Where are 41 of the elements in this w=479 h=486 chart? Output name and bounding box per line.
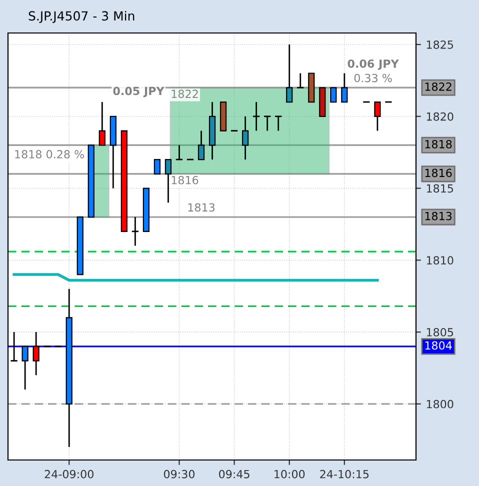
annotation: 1813 xyxy=(188,203,215,212)
candlestick xyxy=(263,116,272,132)
x-tick-label: 24-09:00 xyxy=(44,470,94,478)
candlestick xyxy=(22,346,28,390)
candlestick xyxy=(242,116,249,160)
candlestick xyxy=(341,72,348,103)
candlestick xyxy=(10,331,18,362)
y-tick-label: 1825 xyxy=(426,40,454,49)
x-tick-label: 09:30 xyxy=(164,470,195,478)
candlestick xyxy=(296,72,304,88)
candlestick xyxy=(131,216,140,246)
x-tick-label: 10:00 xyxy=(274,470,305,478)
x-tick-label: 09:45 xyxy=(219,470,250,478)
ref-line-label: 1804 xyxy=(425,341,452,350)
candlestick xyxy=(252,101,260,132)
y-tick-label: 1805 xyxy=(426,328,454,336)
x-tick-label: 24-10:15 xyxy=(320,470,369,478)
candlestick xyxy=(154,158,161,174)
annotation: 1818 0.28 % xyxy=(15,150,84,158)
candlestick xyxy=(374,101,381,132)
candlestick xyxy=(164,158,172,204)
candlestick xyxy=(32,331,40,376)
y-tick-label: 1810 xyxy=(426,256,454,265)
candlestick xyxy=(198,130,205,160)
ref-line-label: 1818 xyxy=(425,140,452,148)
candlestick xyxy=(98,101,106,146)
y-tick-label: 1815 xyxy=(426,184,454,193)
annotation: 0.05 JPY xyxy=(113,86,164,98)
annotation: 0.06 JPY xyxy=(348,59,399,70)
annotation: 1822 xyxy=(172,90,198,98)
annotation: 1816 xyxy=(172,176,198,184)
ref-line-label: 1816 xyxy=(425,168,452,178)
annotation: 0.33 % xyxy=(354,74,392,82)
candlestick xyxy=(330,87,337,103)
y-tick-label: 1800 xyxy=(426,400,454,408)
ref-line-label: 1813 xyxy=(425,212,452,220)
chart-title: S.JP.J4507 - 3 Min xyxy=(28,10,134,23)
y-tick-label: 1820 xyxy=(426,112,454,121)
ref-line-label: 1822 xyxy=(425,82,452,91)
candlestick xyxy=(286,44,293,103)
candlestick xyxy=(274,116,282,132)
